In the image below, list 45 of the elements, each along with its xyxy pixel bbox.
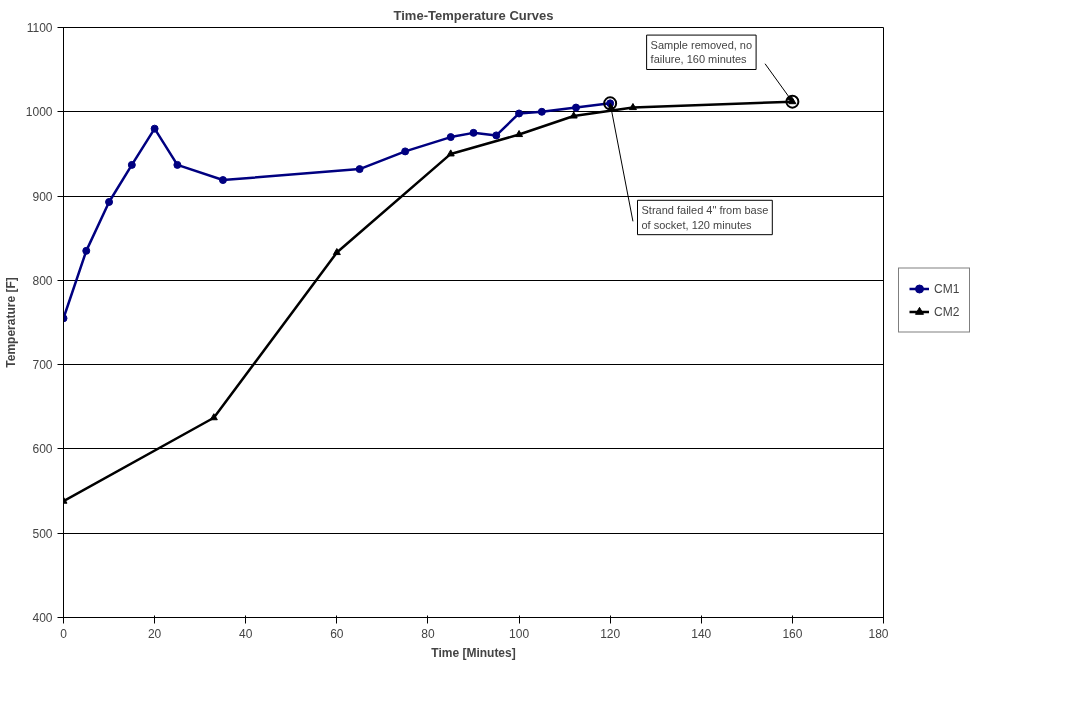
x-tick-label: 100 xyxy=(509,626,530,641)
point xyxy=(628,103,637,111)
x-tick-label: 120 xyxy=(600,626,621,641)
y-tick-label: 1000 xyxy=(25,105,53,120)
point xyxy=(572,103,580,112)
annotation: Sample removed, no failure, 160 minutes xyxy=(650,39,753,66)
legend-label: CM1 xyxy=(934,281,960,296)
y-tick-label: 900 xyxy=(32,189,53,204)
x-axis-title: Time [Minutes] xyxy=(431,645,516,660)
x-tick-label: 80 xyxy=(421,626,435,641)
y-tick-label: 1100 xyxy=(26,21,53,35)
point xyxy=(492,131,501,140)
point xyxy=(218,176,227,185)
point xyxy=(446,133,455,142)
point xyxy=(82,246,91,255)
point xyxy=(515,109,524,118)
point xyxy=(105,197,114,206)
x-tick-label: 140 xyxy=(691,626,712,641)
point xyxy=(173,160,182,169)
y-tick-label: 600 xyxy=(32,442,53,457)
chart-title: Time-Temperature Curves xyxy=(393,7,554,23)
x-tick-label: 180 xyxy=(868,626,889,641)
x-tick-label: 160 xyxy=(782,626,803,641)
point xyxy=(355,165,364,174)
point xyxy=(515,130,524,138)
y-tick-label: 400 xyxy=(32,611,53,625)
x-tick-label: 60 xyxy=(330,626,344,641)
point xyxy=(127,160,136,169)
y-tick-label: 800 xyxy=(32,273,53,288)
legend-label: CM2 xyxy=(934,304,960,319)
y-tick-label: 500 xyxy=(32,526,53,541)
point xyxy=(209,413,218,421)
point xyxy=(332,248,341,256)
y-tick-label: 700 xyxy=(32,358,53,373)
point xyxy=(537,107,546,116)
point xyxy=(150,124,159,133)
point xyxy=(401,147,410,156)
x-tick-label: 40 xyxy=(239,626,253,641)
annotation: Strand failed 4" from base of socket, 120 minutes xyxy=(641,204,769,231)
x-tick-label: 20 xyxy=(147,626,162,641)
point xyxy=(569,111,578,119)
x-tick-label: 0 xyxy=(60,626,68,641)
point xyxy=(446,149,455,157)
point xyxy=(469,128,478,137)
y-axis-title: Temperature [F] xyxy=(3,277,18,368)
